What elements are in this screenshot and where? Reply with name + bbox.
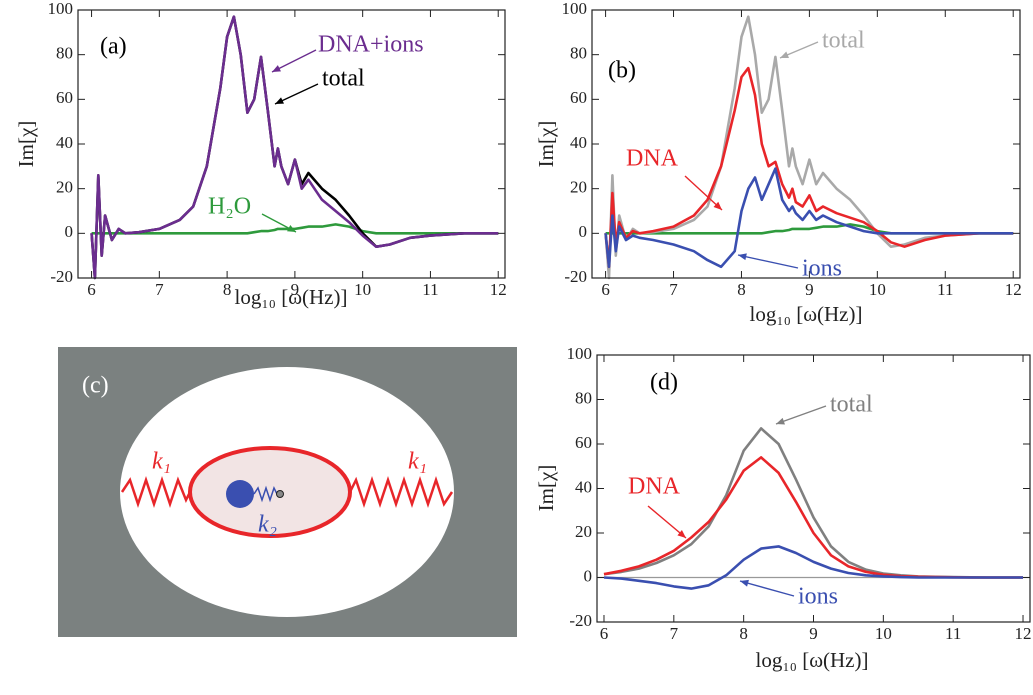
y-tick-label: 60 [575,433,592,452]
x-tick-label: 12 [1015,624,1032,643]
annotation: ions [802,256,842,282]
chart: 6 7 8 9 10 11 12 -20 0 20 40 60 80 100 log₁₀ [ω(Hz)] Im… [534,344,1032,672]
annotation: H₂O [208,194,251,220]
y-tick-label: 40 [575,477,592,496]
arrow-head [677,529,686,538]
x-axis-label: log₁₀ [ω(Hz)] [749,302,862,326]
arrow-head [275,97,284,104]
x-tick-label: 12 [490,280,507,299]
y-axis-label: Im[χ] [534,121,558,168]
arrow-head [780,51,789,59]
arrow [775,405,827,425]
x-tick-label: 9 [809,624,818,643]
annotation: DNA+ions [318,32,424,58]
ion [226,480,254,508]
x-axis-label: log₁₀ [ω(Hz)] [234,285,347,309]
series-line [90,15,499,280]
y-tick-label: 40 [570,133,587,152]
panel-label: (c) [82,373,109,399]
x-tick-label: 8 [737,280,746,299]
annotation: DNA [626,146,679,172]
x-tick-label: 11 [945,624,961,643]
annotation: total [322,66,365,92]
spring-label: k₁ [408,449,427,475]
chart: 6 7 8 9 10 11 12 -20 0 20 40 60 80 100 log₁₀ [ω(Hz)] Im… [534,0,1022,326]
arrow [737,254,799,269]
y-tick-label: 20 [570,178,587,197]
y-tick-label: 80 [570,44,587,63]
spring-label: k₁ [152,449,171,475]
x-tick-label: 6 [601,280,610,299]
panel-label: (d) [650,370,678,396]
arrow [739,580,795,597]
y-tick-label: 100 [562,0,588,18]
x-tick-label: 8 [223,280,232,299]
arrow-head [738,253,747,261]
y-tick-label: -20 [564,267,587,286]
arrow [684,175,723,211]
y-tick-label: 0 [584,566,593,585]
y-tick-label: 60 [570,88,587,107]
y-tick-label: 40 [56,133,73,152]
series-line [603,545,1023,590]
x-tick-label: 10 [354,280,371,299]
spring-left [120,476,192,508]
arrow-head [740,579,749,587]
series-line [604,66,1014,269]
plot-frame [77,9,506,279]
y-tick-label: 0 [579,222,588,241]
y-tick-label: 20 [56,178,73,197]
series-line [90,15,499,280]
spring-inner [253,485,278,503]
x-tick-label: 10 [875,624,892,643]
panel-label: (a) [100,34,127,60]
annotation: total [822,28,865,54]
annotation: total [830,392,873,418]
x-tick-label: 7 [669,280,678,299]
arrow-head [776,417,785,425]
inner-ellipse [188,446,352,538]
annotation: DNA [628,474,681,500]
y-tick-label: 20 [575,522,592,541]
y-axis-label: Im[χ] [534,465,558,512]
plot-frame [591,9,1021,279]
x-tick-label: 6 [87,280,96,299]
x-axis-label: log₁₀ [ω(Hz)] [755,648,868,672]
x-tick-label: 7 [155,280,164,299]
anchor [276,490,284,498]
y-tick-label: 80 [56,44,73,63]
x-tick-label: 11 [422,280,438,299]
chart: 6 7 8 9 10 11 12 -20 0 20 40 60 80 100 log₁₀ [ω(Hz)] Im… [14,0,507,309]
y-tick-label: -20 [569,611,592,630]
x-tick-label: 6 [600,624,609,643]
x-tick-label: 10 [869,280,886,299]
x-tick-label: 7 [670,624,679,643]
arrow-head [272,65,281,72]
arrow-head [287,225,296,232]
y-tick-label: 0 [65,222,74,241]
y-tick-label: 100 [567,344,593,363]
x-tick-label: 8 [739,624,748,643]
y-tick-label: 100 [48,0,74,18]
x-tick-label: 9 [291,280,300,299]
panel-label: (b) [608,58,636,84]
arrow-head [713,201,722,210]
x-tick-label: 11 [937,280,953,299]
y-axis-label: Im[χ] [14,121,38,168]
x-tick-label: 9 [805,280,814,299]
x-tick-label: 12 [1005,280,1022,299]
spring-label: k₂ [258,512,277,538]
y-tick-label: 60 [56,88,73,107]
diagram-c: (c) k₁ k₁ k₂ [58,347,517,637]
spring-right [348,476,454,508]
y-tick-label: -20 [50,267,73,286]
y-tick-label: 80 [575,388,592,407]
series-line [604,167,1014,269]
annotation: ions [798,584,838,610]
